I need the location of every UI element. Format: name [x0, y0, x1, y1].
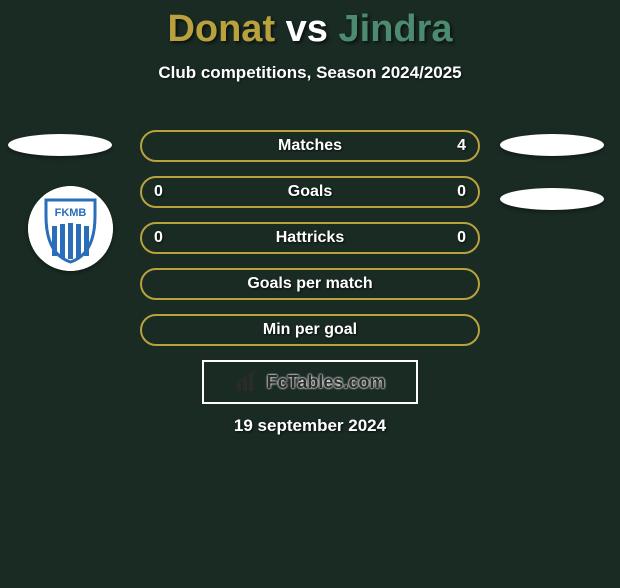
stat-label: Goals per match	[247, 275, 372, 293]
date-label: 19 september 2024	[234, 416, 386, 436]
page-title: Donat vs Jindra	[0, 8, 620, 51]
player2-name: Jindra	[339, 8, 453, 50]
avatar-placeholder	[500, 188, 604, 210]
stat-value-right: 0	[457, 229, 466, 247]
stat-row: Min per goal	[140, 314, 480, 346]
stat-label: Goals	[288, 183, 332, 201]
stat-row: 0 Hattricks 0	[140, 222, 480, 254]
stat-row: Goals per match	[140, 268, 480, 300]
stat-value-left: 0	[154, 229, 163, 247]
stat-row: Matches 4	[140, 130, 480, 162]
stat-label: Matches	[278, 137, 342, 155]
vs-text: vs	[286, 8, 328, 50]
chart-icon	[235, 371, 261, 393]
club-badge-icon: FKMB	[28, 186, 113, 271]
avatar-placeholder	[8, 134, 112, 156]
brand-box: FcTables.com	[202, 360, 418, 404]
avatar-placeholder	[500, 134, 604, 156]
stat-label: Hattricks	[276, 229, 344, 247]
club-badge: FKMB	[28, 186, 113, 271]
stat-row: 0 Goals 0	[140, 176, 480, 208]
svg-text:FKMB: FKMB	[55, 207, 87, 219]
brand-text: FcTables.com	[267, 372, 386, 393]
stat-value-left: 0	[154, 183, 163, 201]
stat-value-right: 0	[457, 183, 466, 201]
subtitle: Club competitions, Season 2024/2025	[0, 63, 620, 83]
player1-name: Donat	[167, 8, 275, 50]
stats-table: Matches 4 0 Goals 0 0 Hattricks 0 Goals per matc…	[140, 130, 480, 360]
stat-value-right: 4	[457, 137, 466, 155]
stat-label: Min per goal	[263, 321, 357, 339]
